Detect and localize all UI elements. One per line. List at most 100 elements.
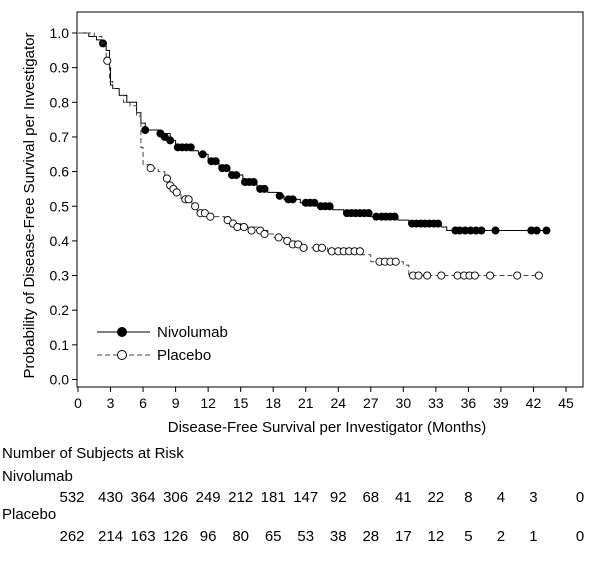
- risk-value-nivolumab: 364: [131, 489, 156, 506]
- censor-marker-placebo: [247, 226, 256, 235]
- censor-marker-placebo: [437, 271, 446, 280]
- risk-value-nivolumab: 212: [228, 489, 253, 506]
- y-tick-label: 0.1: [50, 337, 70, 353]
- censor-marker-placebo: [103, 56, 112, 65]
- legend-marker-placebo: [117, 350, 127, 360]
- risk-value-nivolumab: 8: [464, 489, 472, 506]
- x-tick-label: 42: [526, 395, 542, 411]
- y-tick-label: 0.3: [50, 268, 70, 284]
- censor-marker-nivolumab: [434, 219, 443, 228]
- x-tick-label: 9: [172, 395, 180, 411]
- censor-marker-nivolumab: [141, 126, 150, 135]
- risk-value-nivolumab: 430: [98, 489, 123, 506]
- censor-marker-nivolumab: [325, 202, 334, 211]
- risk-value-nivolumab: 4: [497, 489, 505, 506]
- x-axis-label: Disease-Free Survival per Investigator (…: [168, 419, 486, 436]
- censor-marker-placebo: [355, 247, 365, 256]
- censor-marker-nivolumab: [211, 157, 220, 166]
- risk-value-nivolumab: 249: [196, 489, 221, 506]
- x-tick-label: 3: [107, 395, 115, 411]
- risk-value-nivolumab: 3: [529, 489, 537, 506]
- censor-marker-placebo: [184, 195, 193, 204]
- legend-label-placebo: Placebo: [157, 347, 211, 364]
- x-tick-label: 39: [493, 395, 509, 411]
- risk-row-label-placebo: Placebo: [2, 506, 56, 523]
- x-tick-label: 30: [396, 395, 412, 411]
- censor-marker-placebo: [274, 233, 283, 242]
- risk-value-placebo: 163: [131, 528, 156, 545]
- legend-label-nivolumab: Nivolumab: [157, 324, 228, 341]
- censor-marker-nivolumab: [198, 150, 207, 159]
- risk-value-placebo: 65: [265, 528, 282, 545]
- censor-marker-nivolumab: [166, 136, 175, 145]
- risk-value-placebo: 80: [232, 528, 249, 545]
- risk-value-placebo: 1: [529, 528, 537, 545]
- censor-marker-nivolumab: [275, 191, 284, 200]
- censor-marker-placebo: [470, 271, 479, 280]
- censor-marker-nivolumab: [260, 184, 269, 193]
- y-tick-label: 1.0: [50, 25, 70, 41]
- censor-marker-nivolumab: [186, 143, 195, 152]
- y-tick-label: 0.9: [50, 60, 70, 76]
- risk-value-nivolumab: 306: [163, 489, 188, 506]
- risk-value-nivolumab: 92: [330, 489, 347, 506]
- censor-marker-nivolumab: [364, 209, 373, 218]
- risk-value-nivolumab: 181: [261, 489, 286, 506]
- risk-value-placebo: 0: [576, 528, 584, 545]
- y-axis-label: Probability of Disease-Free Survival per…: [21, 33, 38, 379]
- risk-value-placebo: 96: [200, 528, 217, 545]
- risk-value-nivolumab: 532: [59, 489, 84, 506]
- censor-marker-nivolumab: [288, 195, 297, 204]
- censor-marker-placebo: [162, 174, 171, 183]
- legend-marker-nivolumab: [117, 327, 127, 337]
- legend: Nivolumab Placebo: [97, 324, 228, 364]
- censor-marker-nivolumab: [477, 226, 486, 235]
- censor-marker-nivolumab: [532, 226, 541, 235]
- censor-marker-nivolumab: [222, 164, 231, 173]
- risk-value-placebo: 12: [428, 528, 445, 545]
- risk-value-placebo: 214: [98, 528, 123, 545]
- censor-marker-placebo: [260, 229, 269, 239]
- risk-table-heading: Number of Subjects at Risk: [2, 445, 184, 462]
- censor-marker-placebo: [206, 212, 215, 221]
- censor-marker-placebo: [317, 243, 327, 252]
- risk-value-placebo: 126: [163, 528, 188, 545]
- risk-value-placebo: 5: [464, 528, 472, 545]
- x-tick-label: 36: [461, 395, 477, 411]
- censor-marker-placebo: [534, 271, 543, 280]
- censor-marker-nivolumab: [542, 226, 551, 235]
- x-tick-label: 18: [265, 395, 281, 411]
- censor-marker-placebo: [391, 257, 400, 266]
- risk-value-placebo: 2: [497, 528, 505, 545]
- risk-value-nivolumab: 147: [293, 489, 318, 506]
- y-tick-label: 0.4: [50, 233, 70, 249]
- y-tick-label: 0.5: [50, 198, 70, 214]
- plot-frame: [76, 11, 584, 388]
- risk-row-label-nivolumab: Nivolumab: [2, 468, 73, 485]
- censor-marker-placebo: [299, 243, 308, 252]
- censor-marker-placebo: [172, 188, 181, 197]
- x-tick-label: 15: [233, 395, 249, 411]
- censor-marker-placebo: [423, 271, 432, 280]
- axes-layer: 0.00.10.20.30.40.50.60.70.80.91.00 3 6 9 12 1…: [50, 11, 584, 411]
- censor-marker-placebo: [239, 222, 248, 232]
- censor-marker-placebo: [486, 271, 495, 280]
- x-tick-label: 24: [330, 395, 346, 411]
- risk-value-nivolumab: 68: [362, 489, 379, 506]
- risk-value-nivolumab: 41: [395, 489, 412, 506]
- y-tick-label: 0.0: [50, 372, 70, 388]
- x-tick-label: 6: [139, 395, 147, 411]
- y-tick-label: 0.8: [50, 94, 70, 110]
- censor-marker-nivolumab: [232, 171, 241, 180]
- censor-marker-placebo: [513, 271, 522, 280]
- risk-value-placebo: 17: [395, 528, 412, 545]
- y-tick-label: 0.6: [50, 164, 70, 180]
- risk-value-placebo: 38: [330, 528, 347, 545]
- y-tick-label: 0.7: [50, 129, 70, 145]
- x-tick-label: 21: [298, 395, 314, 411]
- y-tick-label: 0.2: [50, 302, 70, 318]
- series-line-placebo: [78, 32, 539, 277]
- x-tick-label: 27: [363, 395, 379, 411]
- risk-value-nivolumab: 0: [576, 489, 584, 506]
